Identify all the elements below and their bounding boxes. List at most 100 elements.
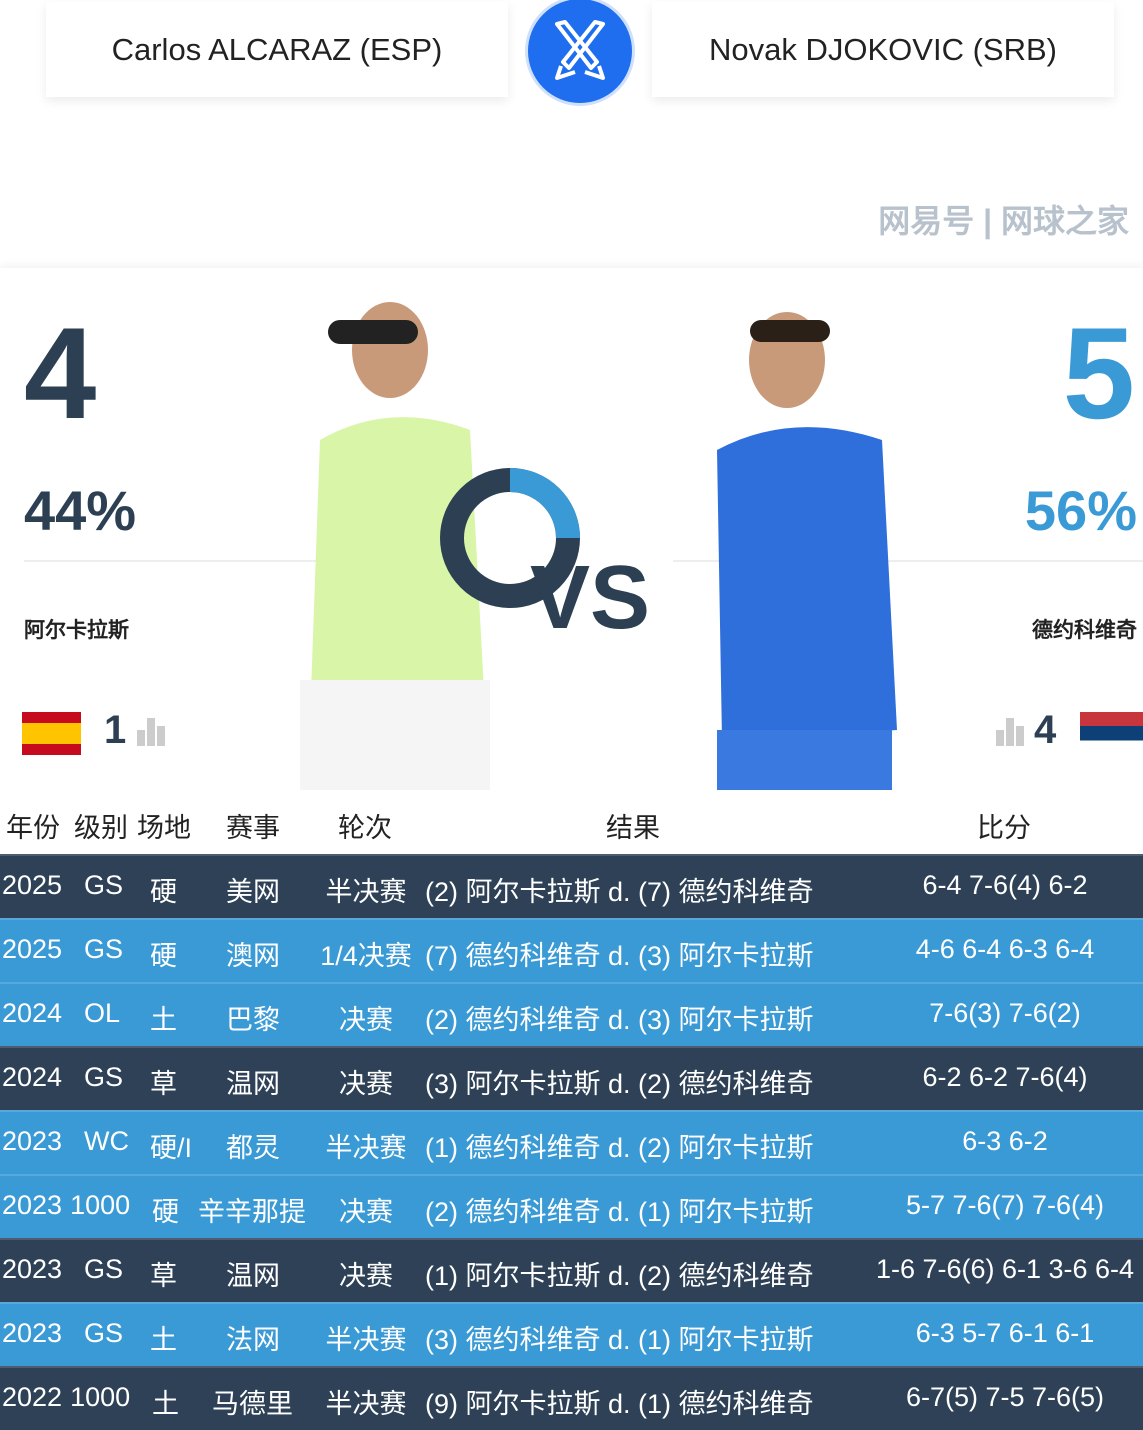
col-year: 年份 [6,813,60,843]
cell-result: (7) 德约科维奇 d. (3) 阿尔卡拉斯 [425,941,814,971]
cell-result: (2) 阿尔卡拉斯 d. (7) 德约科维奇 [425,877,814,907]
cell-event: 法网 [226,1325,280,1355]
cell-round: 决赛 [339,1005,393,1035]
cell-event: 巴黎 [226,1005,280,1035]
cell-result: (3) 阿尔卡拉斯 d. (2) 德约科维奇 [425,1069,814,1099]
cell-result: (2) 德约科维奇 d. (3) 阿尔卡拉斯 [425,1005,814,1035]
vs-logo: VS [440,468,650,638]
cell-year: 2023 [2,1190,63,1220]
cell-surface: 硬 [150,941,177,971]
cell-round: 决赛 [339,1261,393,1291]
cell-level: GS [84,1062,124,1092]
table-row[interactable]: 2025 GS 硬 美网 半决赛 (2) 阿尔卡拉斯 d. (7) 德约科维奇 6-4 7-… [0,854,1143,918]
cell-round: 半决赛 [325,1133,407,1163]
cell-score: 7-6(3) 7-6(2) [929,998,1081,1028]
cell-level: GS [84,870,124,900]
cell-year: 2022 [2,1382,63,1412]
cell-level: GS [84,1318,124,1348]
cell-surface: 草 [150,1069,177,1099]
player2-photo [717,312,897,790]
table-row[interactable]: 2025 GS 硬 澳网 1/4决赛 (7) 德约科维奇 d. (3) 阿尔卡拉斯 4-6 … [0,918,1143,982]
cell-level: GS [84,1254,124,1284]
cell-year: 2024 [2,1062,63,1092]
divider [673,560,1143,562]
vs-text: VS [530,548,650,638]
table-row[interactable]: 2023 GS 土 法网 半决赛 (3) 德约科维奇 d. (1) 阿尔卡拉斯 6-3 5-… [0,1302,1143,1366]
ranking-chart-icon [996,718,1024,746]
cell-round: 半决赛 [325,1389,407,1419]
cell-result: (2) 德约科维奇 d. (1) 阿尔卡拉斯 [425,1197,814,1227]
table-row[interactable]: 2024 OL 土 巴黎 决赛 (2) 德约科维奇 d. (3) 阿尔卡拉斯 7-6(3) … [0,982,1143,1046]
player2-wins: 5 [1062,300,1135,446]
table-row[interactable]: 2022 1000 土 马德里 半决赛 (9) 阿尔卡拉斯 d. (1) 德约科维奇 6-7… [0,1366,1143,1430]
cell-score: 6-3 6-2 [962,1126,1048,1156]
cell-level: GS [84,934,124,964]
cell-year: 2025 [2,870,63,900]
cell-year: 2023 [2,1254,63,1284]
cell-year: 2023 [2,1126,63,1156]
cell-score: 6-2 6-2 7-6(4) [922,1062,1088,1092]
cell-surface: 土 [150,1005,177,1035]
cell-level: WC [84,1126,129,1156]
col-event: 赛事 [226,813,280,843]
cell-event: 马德里 [212,1389,293,1419]
col-surface: 场地 [137,813,191,843]
cell-surface: 硬/I [150,1133,193,1163]
cell-surface: 硬 [152,1197,179,1227]
cell-event: 澳网 [226,941,280,971]
player2-name: Novak DJOKOVIC (SRB) [709,31,1057,67]
col-result: 结果 [606,813,660,843]
spain-flag-icon [22,712,81,755]
cell-round: 半决赛 [325,877,407,907]
cell-score: 6-4 7-6(4) 6-2 [922,870,1088,900]
watermark: 网易号 | 网球之家 [878,203,1129,239]
cell-result: (1) 阿尔卡拉斯 d. (2) 德约科维奇 [425,1261,814,1291]
cell-event: 都灵 [226,1133,280,1163]
head-to-head-panel: 4 5 44% 56% 阿尔卡拉斯 德约科维奇 1 4 VS [0,268,1143,790]
cell-year: 2025 [2,934,63,964]
cell-score: 4-6 6-4 6-3 6-4 [915,934,1095,964]
cell-year: 2024 [2,998,63,1028]
cell-result: (1) 德约科维奇 d. (2) 阿尔卡拉斯 [425,1133,814,1163]
cell-surface: 土 [150,1325,177,1355]
cell-score: 6-7(5) 7-5 7-6(5) [905,1382,1105,1412]
cell-result: (3) 德约科维奇 d. (1) 阿尔卡拉斯 [425,1325,814,1355]
serbia-flag-icon [1080,712,1143,755]
cell-event: 辛辛那提 [198,1197,306,1227]
cell-round: 半决赛 [325,1325,407,1355]
col-level: 级别 [74,813,128,843]
cell-level: OL [84,998,121,1028]
divider [24,560,324,562]
player1-wins: 4 [24,300,97,446]
cell-event: 美网 [226,877,280,907]
table-row[interactable]: 2024 GS 草 温网 决赛 (3) 阿尔卡拉斯 d. (2) 德约科维奇 6-2 6-2… [0,1046,1143,1110]
cell-surface: 草 [150,1261,177,1291]
player2-win-pct: 56% [1024,479,1137,542]
player2-name-cn: 德约科维奇 [1032,619,1137,642]
player1-selector[interactable]: Carlos ALCARAZ (ESP) [46,2,508,97]
cell-score: 6-3 5-7 6-1 6-1 [915,1318,1095,1348]
cell-surface: 土 [152,1389,179,1419]
player1-name-cn: 阿尔卡拉斯 [24,619,129,642]
cell-event: 温网 [226,1261,280,1291]
player1-rank: 1 [104,708,127,752]
col-score: 比分 [977,813,1031,843]
cell-result: (9) 阿尔卡拉斯 d. (1) 德约科维奇 [425,1389,814,1419]
player1-win-pct: 44% [24,479,137,542]
player2-rank: 4 [1034,708,1057,752]
player2-selector[interactable]: Novak DJOKOVIC (SRB) [652,2,1114,97]
ranking-chart-icon [137,718,165,746]
table-header: 年份 级别 场地 赛事 轮次 结果 比分 [0,790,1143,854]
cell-level: 1000 [70,1190,131,1220]
crossed-swords-icon[interactable] [525,0,635,106]
cell-event: 温网 [226,1069,280,1099]
cell-score: 1-6 7-6(6) 6-1 3-6 6-4 [875,1254,1135,1284]
table-row[interactable]: 2023 GS 草 温网 决赛 (1) 阿尔卡拉斯 d. (2) 德约科维奇 1-6 7-6… [0,1238,1143,1302]
cell-surface: 硬 [150,877,177,907]
table-row[interactable]: 2023 1000 硬辛辛那提 决赛 (2) 德约科维奇 d. (1) 阿尔卡拉斯 5-7… [0,1174,1143,1238]
cell-round: 决赛 [339,1197,393,1227]
cell-year: 2023 [2,1318,63,1348]
player1-photo [300,302,490,790]
player1-name: Carlos ALCARAZ (ESP) [111,31,443,67]
table-row[interactable]: 2023 WC 硬/I 都灵 半决赛 (1) 德约科维奇 d. (2) 阿尔卡拉斯 6-3 … [0,1110,1143,1174]
